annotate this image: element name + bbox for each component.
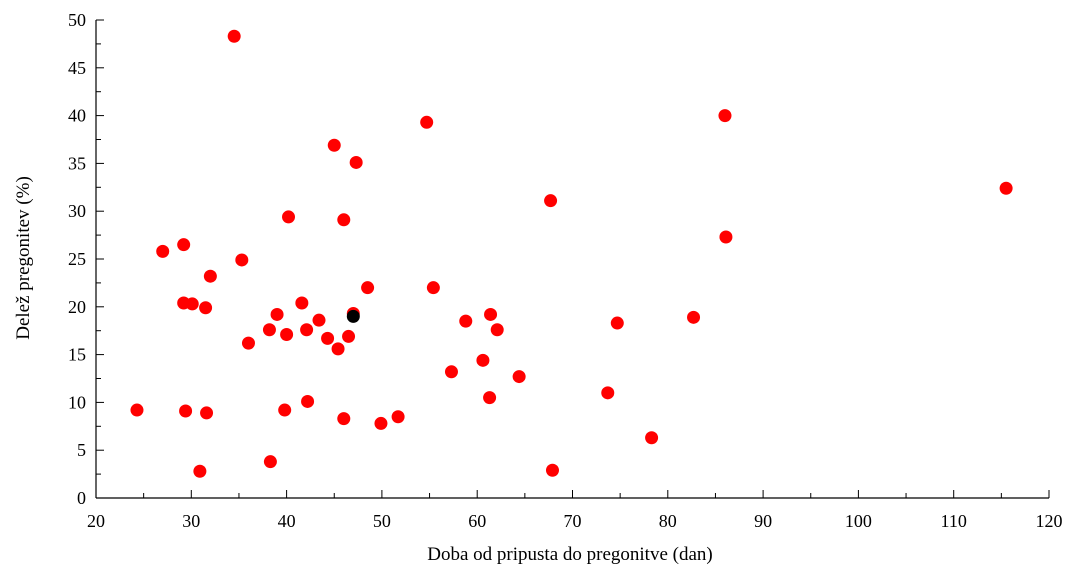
data-point xyxy=(321,331,335,345)
data-point xyxy=(280,328,294,342)
x-tick-label: 90 xyxy=(754,511,772,531)
data-point xyxy=(426,281,440,295)
data-point xyxy=(459,314,473,328)
data-point xyxy=(278,403,292,417)
x-tick-label: 60 xyxy=(468,511,486,531)
data-point xyxy=(374,416,388,430)
x-tick-label: 100 xyxy=(845,511,872,531)
y-tick-label: 5 xyxy=(77,440,86,460)
x-tick-label: 40 xyxy=(278,511,296,531)
data-point xyxy=(262,323,276,337)
y-tick-label: 25 xyxy=(68,249,86,269)
y-tick-label: 15 xyxy=(68,345,86,365)
data-point xyxy=(179,404,193,418)
data-point xyxy=(718,109,732,123)
x-axis-title: Doba od pripusta do pregonitve (dan) xyxy=(427,544,712,565)
y-tick-label: 50 xyxy=(68,10,86,30)
data-point xyxy=(420,115,434,129)
data-point xyxy=(227,29,241,43)
data-point xyxy=(544,194,558,208)
data-point xyxy=(241,336,255,350)
y-tick-label: 10 xyxy=(68,392,86,412)
data-point xyxy=(312,313,326,327)
data-point xyxy=(295,296,309,310)
y-tick-label: 35 xyxy=(68,153,86,173)
y-tick-label: 20 xyxy=(68,297,86,317)
data-point xyxy=(391,410,405,424)
data-point xyxy=(130,403,144,417)
data-point xyxy=(301,394,315,408)
y-tick-label: 45 xyxy=(68,58,86,78)
data-point xyxy=(300,323,314,337)
x-tick-label: 30 xyxy=(182,511,200,531)
data-point xyxy=(263,455,277,469)
data-point xyxy=(185,297,199,311)
data-point xyxy=(476,353,490,367)
x-tick-label: 110 xyxy=(941,511,967,531)
data-point xyxy=(337,213,351,227)
data-point xyxy=(610,316,624,330)
data-point xyxy=(282,210,296,224)
data-point xyxy=(483,391,497,405)
data-point xyxy=(512,370,526,384)
data-point xyxy=(545,463,559,477)
data-point xyxy=(270,307,284,321)
data-point xyxy=(327,138,341,152)
data-points xyxy=(130,29,1013,478)
x-tick-label: 70 xyxy=(564,511,582,531)
data-point xyxy=(199,301,213,315)
y-axis-title: Delež pregonitev (%) xyxy=(13,176,34,340)
data-point xyxy=(444,365,458,379)
data-point xyxy=(601,386,615,400)
x-tick-label: 80 xyxy=(659,511,677,531)
highlighted-data-point xyxy=(346,309,360,323)
y-tick-label: 40 xyxy=(68,106,86,126)
data-point xyxy=(645,431,659,445)
data-point xyxy=(342,329,356,343)
ticks: 20 30 40 50 60 70 80 90 100 110 120 0 5 10 15 20 25 30 35 4… xyxy=(68,10,1063,531)
data-point xyxy=(156,244,170,258)
data-point xyxy=(719,230,733,244)
x-tick-label: 50 xyxy=(373,511,391,531)
x-tick-label: 120 xyxy=(1036,511,1063,531)
data-point xyxy=(200,406,214,420)
data-point xyxy=(177,238,191,252)
y-tick-label: 30 xyxy=(68,201,86,221)
data-point xyxy=(235,253,249,267)
data-point xyxy=(490,323,504,337)
y-tick-label: 0 xyxy=(77,488,86,508)
x-tick-label: 20 xyxy=(87,511,105,531)
data-point xyxy=(687,310,701,324)
data-point xyxy=(484,307,498,321)
data-point xyxy=(337,412,351,426)
data-point xyxy=(203,269,217,283)
data-point xyxy=(361,281,375,295)
data-point xyxy=(999,181,1013,195)
data-point xyxy=(349,155,363,169)
data-point xyxy=(331,342,345,356)
data-point xyxy=(193,464,207,478)
